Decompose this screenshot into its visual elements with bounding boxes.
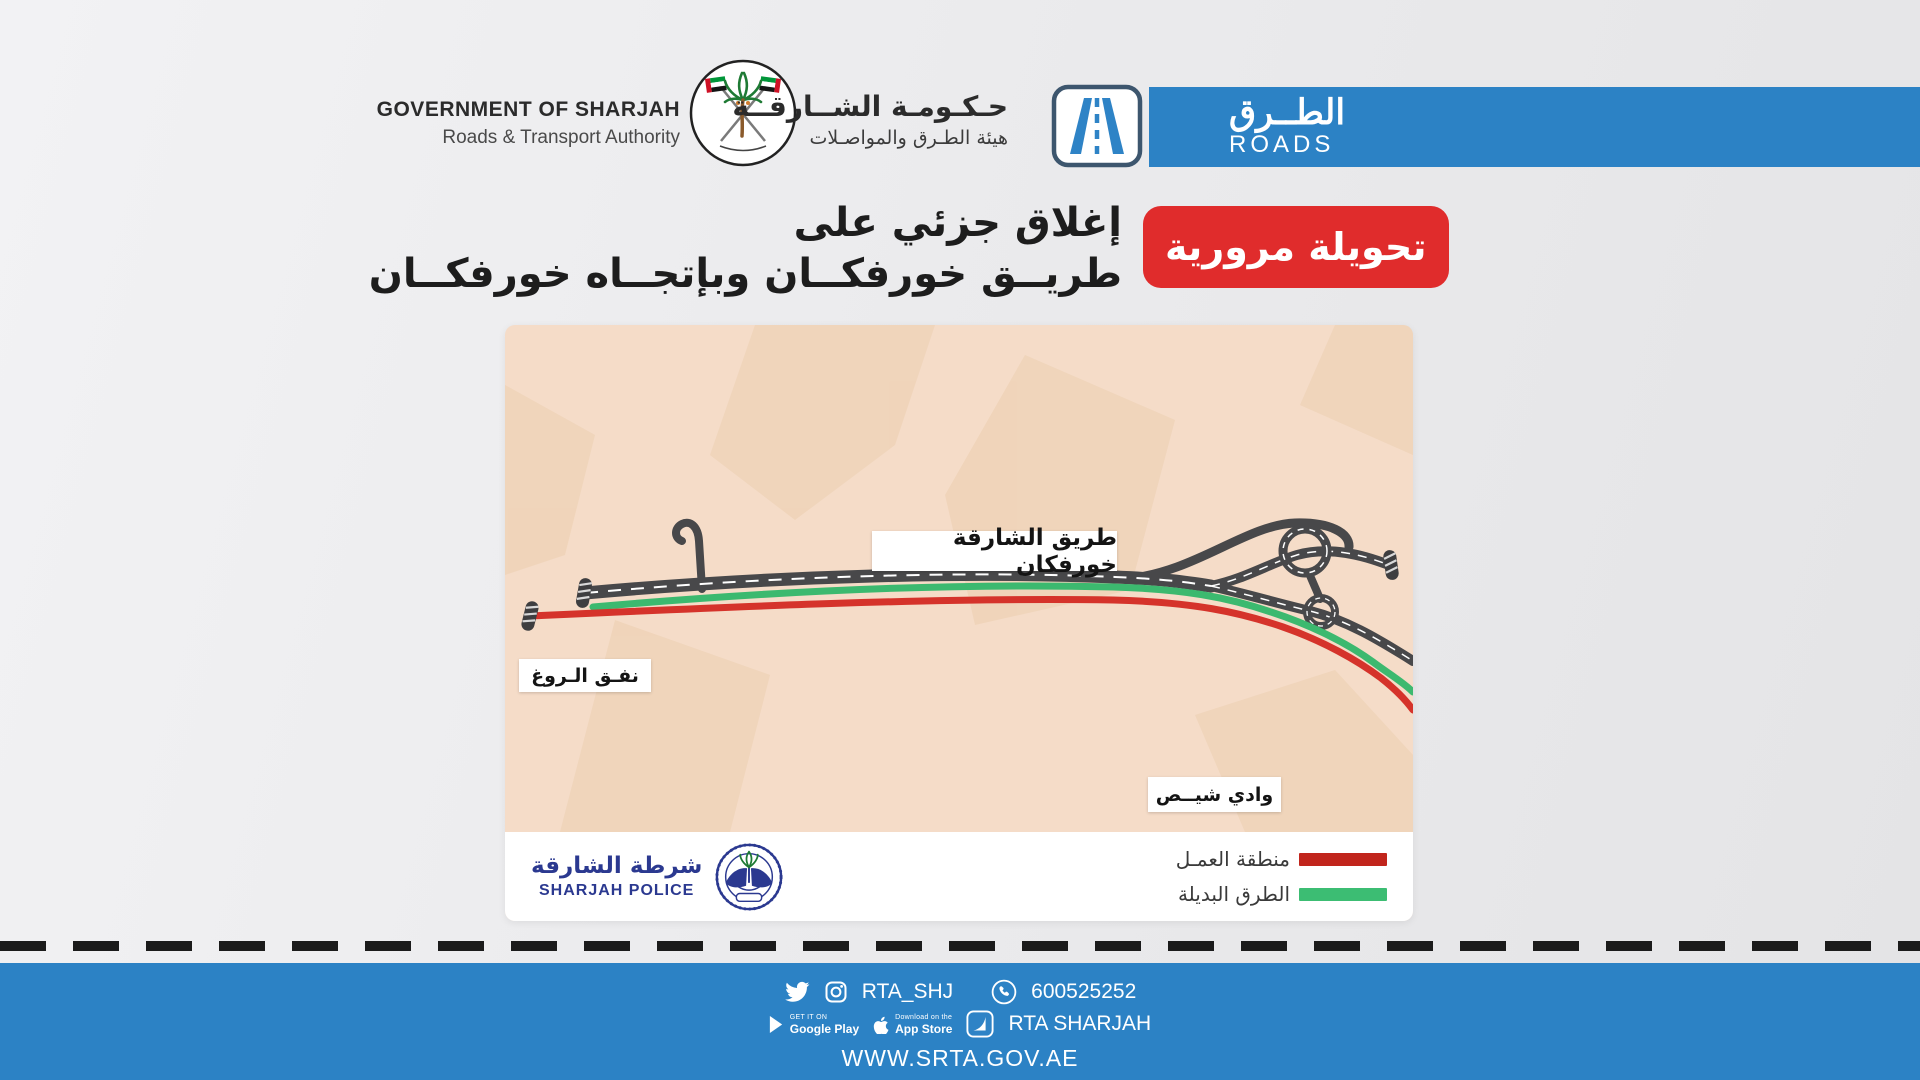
rta-sharjah-logo	[688, 58, 798, 168]
instagram-icon	[825, 981, 847, 1003]
alt-route-label: الطرق البديلة	[1177, 882, 1290, 906]
police-badge-icon	[715, 842, 783, 911]
wadi-shis-label: وادي شيــص	[1148, 777, 1281, 812]
headline-line2: طريــق خورفكــان وبإتجــاه خورفكــان	[368, 251, 1122, 297]
gov-ar-line1: حـكـومـة الشــارقــة	[732, 90, 1008, 123]
footer-apps-row: GET IT ON Google Play Download on the Ap…	[769, 1010, 1151, 1038]
uae-flag-left	[705, 76, 727, 93]
alternative-route-line	[589, 582, 1413, 696]
traffic-diversion-badge: تحويلة مرورية	[1143, 206, 1449, 288]
tunnel-label: نفـق الـروغ	[519, 659, 651, 692]
dashed-divider	[0, 941, 1920, 951]
government-header-ar: حـكـومـة الشــارقــة هيئة الطـرق والمواص…	[732, 90, 1008, 149]
palm-dates	[736, 101, 750, 105]
police-name-ar: شرطة الشارقة	[531, 853, 703, 879]
roads-banner: الطــرق ROADS	[1149, 87, 1920, 167]
road-end-cap	[576, 578, 592, 608]
palm-tree	[723, 71, 763, 104]
work-zone-line	[527, 595, 1413, 714]
roundabouts	[1278, 524, 1339, 630]
google-play-badge: GET IT ON Google Play	[769, 1014, 859, 1035]
phone-icon	[991, 979, 1017, 1005]
app-store-badge: Download on the App Store	[873, 1014, 952, 1035]
twitter-icon	[784, 981, 810, 1002]
closure-headline: إغلاق جزئي على طريــق خورفكــان وبإتجــا…	[369, 198, 1122, 300]
government-header-en: GOVERNMENT OF SHARJAH Roads & Transport …	[377, 98, 680, 149]
apple-icon	[873, 1016, 889, 1034]
gov-en-line2: Roads & Transport Authority	[442, 127, 680, 148]
diversion-map: طريق الشارقة خورفكان نفـق الـروغ وادي شي…	[505, 325, 1413, 921]
app-store-big-text: App Store	[895, 1021, 953, 1036]
road-icon	[1051, 84, 1143, 168]
road-end-cap	[521, 601, 539, 631]
map-legend: منطقة العمـل الطرق البديلة	[1176, 847, 1387, 906]
alt-route-swatch	[1299, 887, 1387, 901]
app-name: RTA SHARJAH	[1008, 1012, 1152, 1035]
road-name-label: طريق الشارقة خورفكان	[872, 524, 1117, 578]
sharjah-police-logo: شرطة الشارقة SHARJAH POLICE	[531, 842, 784, 912]
palm-trunk	[740, 98, 745, 138]
gov-ar-line2: هيئة الطـرق والمواصـلات	[809, 127, 1008, 149]
headline-line1: إغلاق جزئي على	[793, 200, 1122, 246]
road-end-cap	[1383, 550, 1399, 580]
uae-flag-right	[759, 76, 781, 93]
banner-title-en: ROADS	[1229, 131, 1335, 159]
footer-social-row: RTA_SHJ 600525252	[784, 979, 1137, 1005]
google-play-small-text: GET IT ON	[789, 1013, 828, 1021]
banner-title-ar: الطــرق	[1229, 93, 1346, 133]
app-store-small-text: Download on the	[895, 1013, 953, 1021]
roads-department-icon	[1051, 84, 1143, 168]
phone-number: 600525252	[1031, 980, 1137, 1003]
social-handle: RTA_SHJ	[861, 980, 954, 1003]
footer: RTA_SHJ 600525252 GET IT ON Google Play	[0, 963, 1920, 1080]
google-play-big-text: Google Play	[789, 1021, 860, 1036]
rta-app-icon	[966, 1010, 995, 1038]
logo-banner	[719, 145, 767, 152]
work-zone-label: منطقة العمـل	[1175, 847, 1290, 871]
rta-emblem-icon	[689, 59, 797, 167]
police-name-en: SHARJAH POLICE	[539, 882, 695, 899]
map-legend-strip: شرطة الشارقة SHARJAH POLICE	[505, 832, 1413, 921]
website-url: WWW.SRTA.GOV.AE	[841, 1045, 1079, 1071]
google-play-icon	[769, 1015, 782, 1033]
work-zone-swatch	[1299, 852, 1387, 866]
legend-item-work-zone: منطقة العمـل	[1176, 847, 1387, 871]
ramp-hook	[672, 518, 706, 593]
gov-en-line1: GOVERNMENT OF SHARJAH	[376, 98, 680, 121]
legend-item-alt-route: الطرق البديلة	[1178, 882, 1387, 906]
road-network-art	[505, 325, 1413, 832]
